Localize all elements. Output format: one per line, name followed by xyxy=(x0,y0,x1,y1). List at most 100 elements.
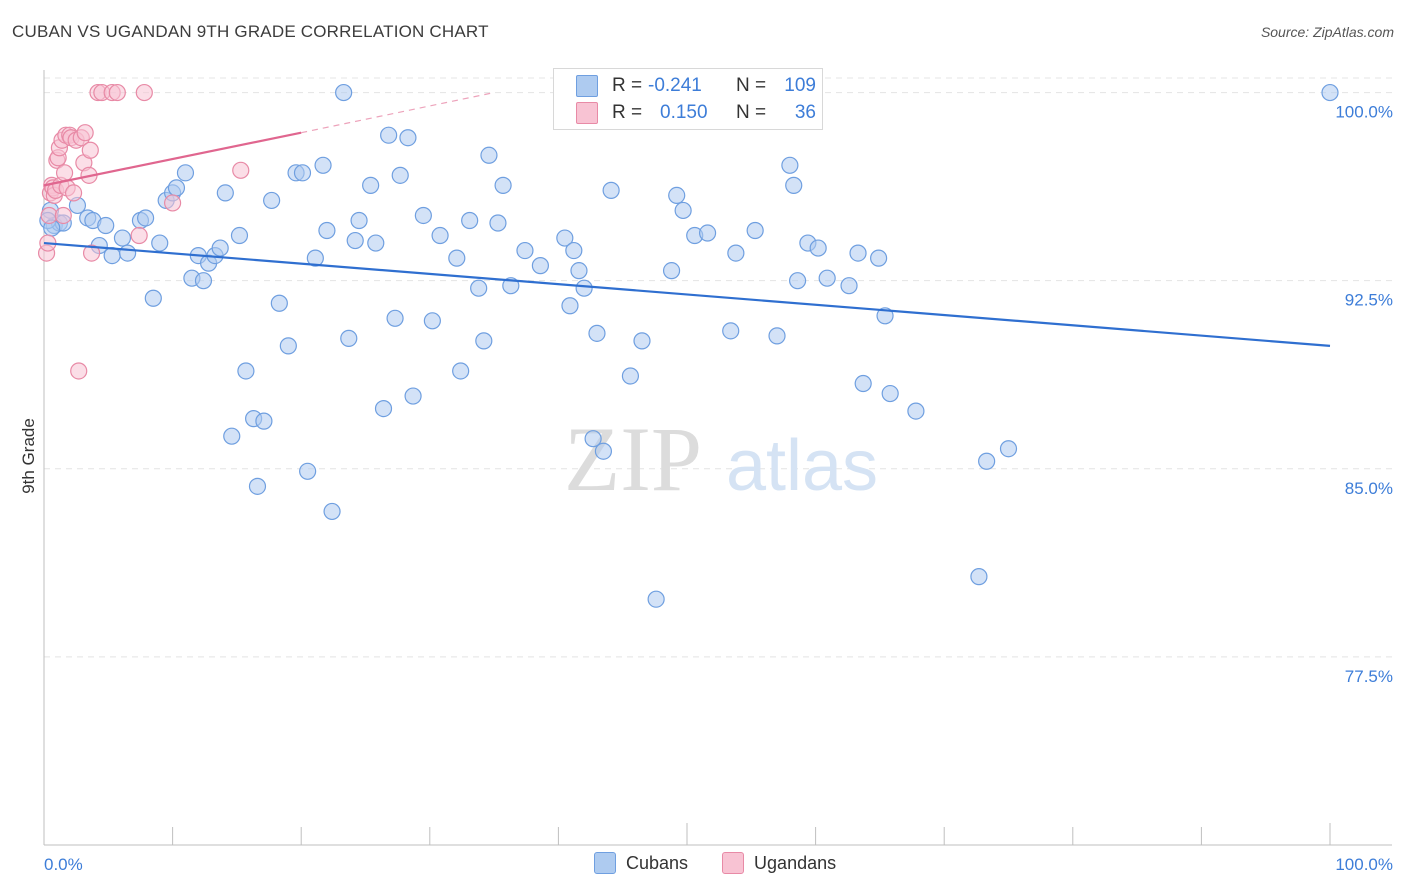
watermark: ZIP atlas xyxy=(564,408,878,510)
data-point xyxy=(130,226,148,245)
data-point xyxy=(55,164,74,182)
data-point xyxy=(54,206,72,225)
data-point xyxy=(108,83,126,102)
data-point xyxy=(647,590,665,608)
data-point xyxy=(176,164,195,182)
data-point xyxy=(151,234,169,252)
legend-label-cubans: Cubans xyxy=(626,852,689,873)
legend-item-ugandans[interactable]: Ugandans xyxy=(722,852,836,874)
data-point xyxy=(362,176,380,194)
data-point xyxy=(64,184,83,202)
data-point xyxy=(164,194,182,212)
trend-lines xyxy=(43,91,1331,347)
data-point xyxy=(584,430,602,448)
data-point xyxy=(335,83,353,102)
legend-n-value: 109 xyxy=(784,75,816,96)
data-point xyxy=(211,239,229,257)
data-point xyxy=(1321,83,1339,102)
data-point xyxy=(516,241,534,260)
data-point xyxy=(299,462,317,480)
series-legend: Cubans Ugandans xyxy=(594,852,870,874)
data-point xyxy=(452,362,470,380)
data-point xyxy=(263,191,281,210)
data-point xyxy=(621,367,640,385)
data-point xyxy=(818,269,836,287)
legend-item-cubans[interactable]: Cubans xyxy=(594,852,688,874)
data-point xyxy=(255,412,273,430)
data-point xyxy=(561,297,579,315)
data-point xyxy=(727,244,745,262)
data-point xyxy=(722,322,740,340)
data-point xyxy=(404,387,422,405)
data-point xyxy=(293,164,312,182)
y-axis-label: 9th Grade xyxy=(19,418,38,494)
data-point xyxy=(809,239,827,257)
legend-r-label: R = xyxy=(612,102,643,123)
data-point xyxy=(668,186,686,205)
data-point xyxy=(575,279,593,297)
data-point xyxy=(237,362,255,380)
series-ugandans xyxy=(37,83,250,380)
y-tick-label: 77.5% xyxy=(1345,667,1393,686)
data-point xyxy=(870,249,888,267)
data-point xyxy=(223,427,241,445)
data-point xyxy=(386,309,404,327)
data-point xyxy=(565,241,583,260)
data-point xyxy=(907,402,925,420)
trend-line-ugandans xyxy=(43,131,302,187)
data-point xyxy=(768,327,786,345)
y-tick-label: 85.0% xyxy=(1345,479,1393,498)
data-point xyxy=(674,201,692,220)
data-point xyxy=(461,211,479,230)
data-point xyxy=(602,181,620,199)
data-point xyxy=(840,277,858,295)
data-point xyxy=(135,83,153,102)
legend-label-ugandans: Ugandans xyxy=(754,852,837,873)
data-point xyxy=(849,244,867,262)
data-point xyxy=(448,249,466,267)
data-point xyxy=(70,362,88,380)
data-point xyxy=(318,221,336,240)
data-point xyxy=(270,294,288,312)
data-point xyxy=(781,156,799,174)
data-point xyxy=(475,332,493,350)
data-point xyxy=(431,226,449,245)
data-point xyxy=(391,166,409,184)
data-point xyxy=(662,262,681,280)
data-point xyxy=(556,229,574,247)
x-tick-label: 100.0% xyxy=(1335,855,1393,874)
data-point xyxy=(144,289,162,307)
data-point xyxy=(494,176,512,194)
data-point xyxy=(76,124,94,142)
data-point xyxy=(570,262,588,280)
legend-r-value: -0.241 xyxy=(648,75,702,96)
axes: 100.0% 92.5% 85.0% 77.5% 0.0% 100.0% xyxy=(43,70,1393,874)
data-point xyxy=(970,568,988,586)
data-point xyxy=(470,279,488,297)
data-point xyxy=(97,216,115,235)
chart-title: CUBAN VS UGANDAN 9TH GRADE CORRELATION C… xyxy=(12,22,489,41)
data-point xyxy=(340,329,358,347)
data-point xyxy=(118,244,137,262)
data-point xyxy=(314,156,332,174)
data-point xyxy=(788,272,807,290)
data-point xyxy=(216,184,234,202)
series-cubans xyxy=(39,83,1339,608)
data-point xyxy=(248,477,267,495)
data-point xyxy=(380,126,398,144)
data-point xyxy=(854,374,872,393)
legend-row-cubans: R = -0.241 N = 109 xyxy=(576,73,816,99)
data-point xyxy=(82,244,101,262)
data-point xyxy=(350,211,368,230)
watermark-zip: ZIP xyxy=(564,408,702,510)
data-point xyxy=(414,206,432,225)
data-point xyxy=(594,442,613,460)
data-point xyxy=(489,214,507,232)
data-point xyxy=(480,146,498,164)
data-point xyxy=(423,312,441,330)
legend-swatch-ugandans xyxy=(722,852,745,874)
data-point xyxy=(399,129,417,147)
x-tick-label: 0.0% xyxy=(44,855,83,874)
legend-r-value: 0.150 xyxy=(660,102,708,123)
